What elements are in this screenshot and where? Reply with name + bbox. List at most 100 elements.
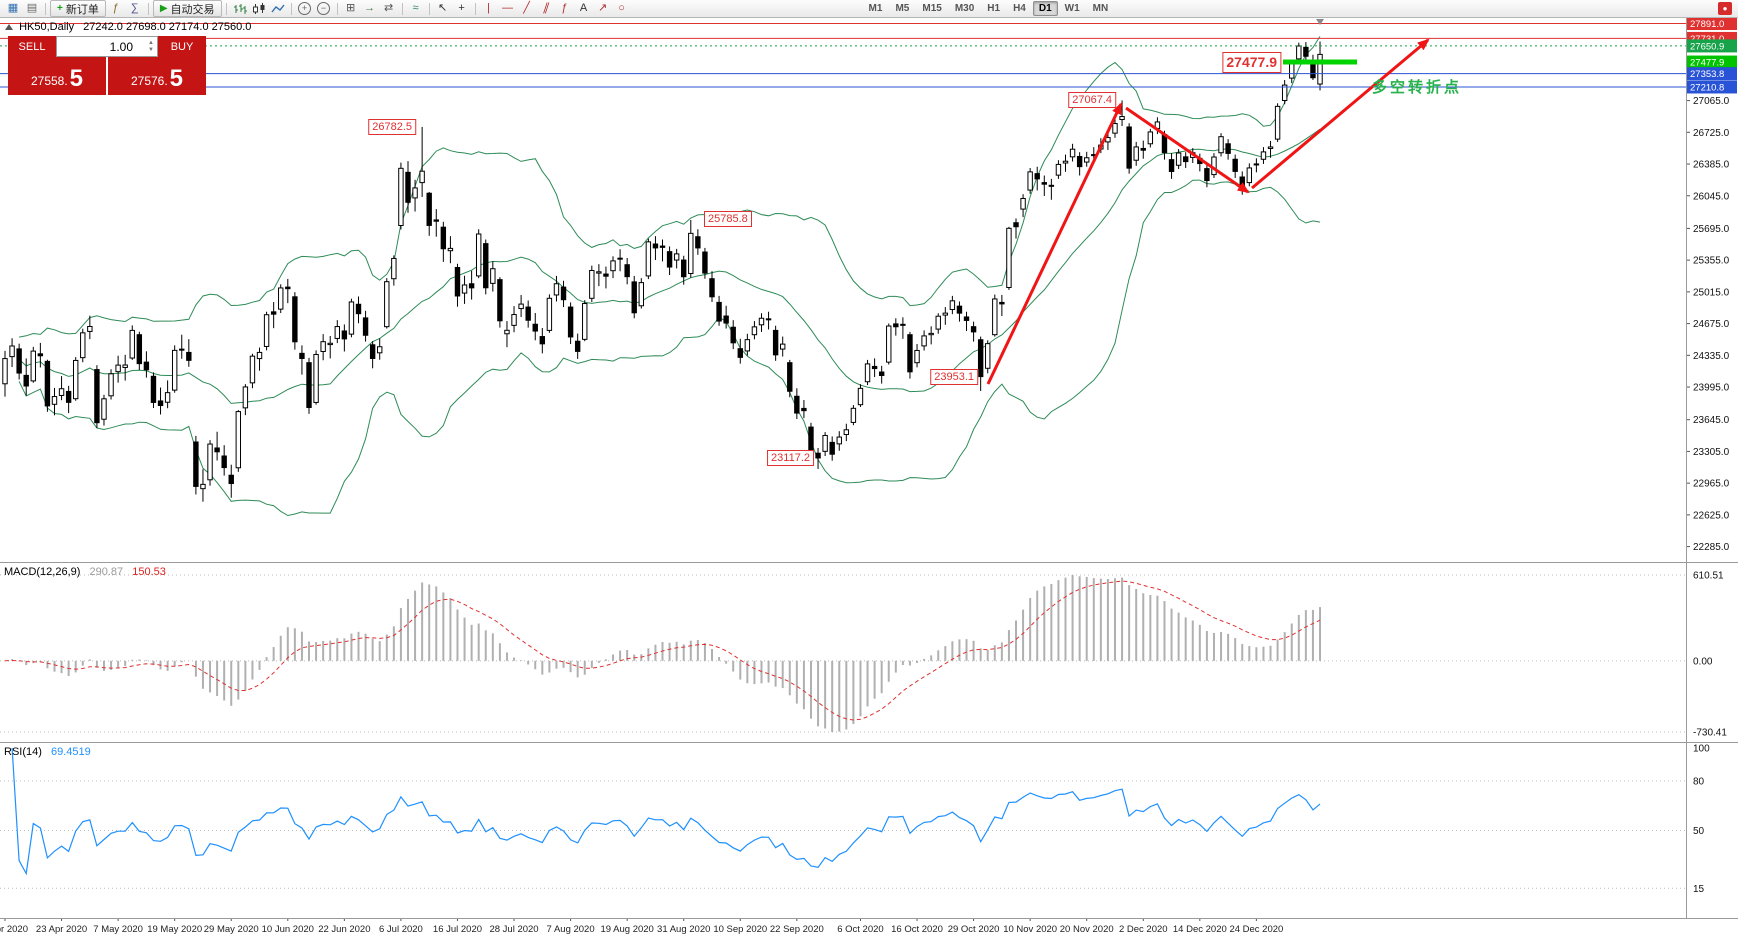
price-annotation[interactable]: 26782.5: [368, 119, 416, 135]
rsi-indicator-label: RSI(14): [4, 746, 42, 758]
macd-main-value: 290.87: [89, 566, 124, 578]
volume-up-button[interactable]: ▲: [148, 39, 154, 46]
volume-down-button[interactable]: ▼: [148, 46, 154, 53]
trend-arrows[interactable]: [986, 38, 1430, 385]
svg-text:50: 50: [1693, 826, 1705, 837]
svg-text:-730.41: -730.41: [1693, 728, 1727, 739]
volume-input[interactable]: [57, 39, 135, 54]
new-chart-icon[interactable]: ▦: [7, 2, 19, 14]
sell-button[interactable]: SELL: [8, 36, 56, 57]
svg-text:25015.0: 25015.0: [1693, 287, 1730, 298]
trend-arrow[interactable]: [986, 102, 1123, 385]
horizontal-level-lines[interactable]: [0, 23, 1686, 88]
svg-text:27650.9: 27650.9: [1690, 41, 1724, 52]
trendline-icon[interactable]: ╱: [523, 2, 530, 14]
svg-text:7 May 2020: 7 May 2020: [93, 924, 143, 935]
sell-price[interactable]: 27558. 5: [8, 57, 106, 95]
toolbar-separator: [225, 2, 227, 15]
ellipse-tool-icon[interactable]: ○: [618, 2, 625, 14]
timeframe-h1[interactable]: H1: [987, 3, 1001, 14]
price-axis: 27065.0 26725.0 26385.0 26045.0 25695.0 25355…: [1686, 17, 1737, 553]
profiles-icon[interactable]: ▤: [26, 2, 38, 14]
price-annotation[interactable]: 27067.4: [1068, 92, 1116, 108]
trend-arrow[interactable]: [1251, 38, 1430, 190]
toolbar-separator: [45, 2, 46, 15]
equidistant-channel-icon[interactable]: ∥: [541, 2, 551, 14]
svg-text:14 Dec 2020: 14 Dec 2020: [1173, 924, 1227, 935]
crosshair-icon[interactable]: +: [458, 2, 465, 14]
svg-text:0.00: 0.00: [1693, 656, 1713, 667]
buy-price[interactable]: 27576. 5: [108, 57, 206, 95]
svg-text:23305.0: 23305.0: [1693, 447, 1730, 458]
symbol-ohlc-values: 27242.0 27698.0 27174.0 27560.0: [83, 21, 252, 33]
svg-text:6 Oct 2020: 6 Oct 2020: [837, 924, 883, 935]
svg-text:100: 100: [1693, 744, 1710, 755]
annotation-note[interactable]: 多空转折点: [1372, 79, 1463, 96]
svg-text:19 Aug 2020: 19 Aug 2020: [600, 924, 653, 935]
line-chart-icon[interactable]: [269, 1, 287, 16]
svg-text:23645.0: 23645.0: [1693, 415, 1730, 426]
notifications-icon[interactable]: ●: [1718, 2, 1732, 15]
svg-text:10 Jun 2020: 10 Jun 2020: [262, 924, 314, 935]
zoom-in-icon[interactable]: +: [296, 1, 314, 16]
buy-button[interactable]: BUY: [158, 36, 206, 57]
timeframe-w1[interactable]: W1: [1064, 3, 1080, 14]
svg-text:22965.0: 22965.0: [1693, 479, 1730, 490]
price-annotation[interactable]: 23117.2: [767, 450, 814, 466]
timeframe-m1[interactable]: M1: [868, 3, 883, 14]
price-tag: [1687, 67, 1737, 81]
svg-text:20 Nov 2020: 20 Nov 2020: [1060, 924, 1114, 935]
timeframe-h4[interactable]: H4: [1013, 3, 1026, 14]
svg-text:7 Aug 2020: 7 Aug 2020: [547, 924, 595, 935]
trend-arrow[interactable]: [1125, 106, 1250, 194]
indicators-icon[interactable]: ≈: [412, 2, 419, 14]
svg-text:23 Apr 2020: 23 Apr 2020: [36, 924, 87, 935]
auto-scroll-icon[interactable]: →: [364, 2, 376, 14]
horizontal-line-icon[interactable]: —: [502, 2, 514, 14]
candlestick-chart-icon[interactable]: [250, 1, 268, 16]
vertical-line-icon[interactable]: |: [487, 2, 490, 14]
cursor-icon[interactable]: ↖: [437, 2, 448, 14]
price-annotation[interactable]: 25785.8: [704, 211, 752, 227]
timeframe-m30[interactable]: M30: [954, 3, 975, 14]
svg-text:22 Jun 2020: 22 Jun 2020: [318, 924, 370, 935]
svg-text:31 Aug 2020: 31 Aug 2020: [657, 924, 710, 935]
new-order-button[interactable]: + 新订单: [50, 0, 106, 17]
chart-shift-icon[interactable]: ⇄: [383, 2, 394, 14]
timeframe-mn[interactable]: MN: [1092, 3, 1109, 14]
scripts-icon[interactable]: ∑: [130, 2, 139, 14]
svg-text:10 Sep 2020: 10 Sep 2020: [713, 924, 767, 935]
toolbar-separator: [401, 2, 403, 15]
svg-text:26385.0: 26385.0: [1693, 160, 1730, 171]
svg-text:25355.0: 25355.0: [1693, 256, 1730, 267]
svg-text:610.51: 610.51: [1693, 571, 1724, 582]
svg-text:24335.0: 24335.0: [1693, 351, 1730, 362]
svg-text:27477.9: 27477.9: [1690, 58, 1724, 69]
fibonacci-icon[interactable]: ƒ: [561, 2, 568, 14]
svg-text:24 Dec 2020: 24 Dec 2020: [1229, 924, 1283, 935]
price-annotation[interactable]: 23953.1: [930, 369, 978, 385]
timeframe-m15[interactable]: M15: [922, 3, 942, 14]
autotrading-button[interactable]: ▶ 自动交易: [152, 0, 222, 17]
tile-windows-icon[interactable]: ⊞: [345, 2, 356, 14]
price-annotation[interactable]: 27477.9: [1222, 52, 1281, 73]
svg-text:80: 80: [1693, 777, 1705, 788]
arrow-tool-icon[interactable]: ↗: [597, 2, 608, 14]
macd-indicator-label: MACD(12,26,9): [4, 566, 81, 578]
svg-text:22285.0: 22285.0: [1693, 542, 1730, 553]
zoom-out-icon[interactable]: −: [315, 1, 333, 16]
svg-text:29 Oct 2020: 29 Oct 2020: [948, 924, 1000, 935]
svg-text:27210.8: 27210.8: [1690, 82, 1724, 93]
toolbar-separator: [474, 2, 476, 15]
expert-advisors-icon[interactable]: ƒ: [112, 2, 119, 14]
svg-text:22625.0: 22625.0: [1693, 510, 1730, 521]
text-label-icon[interactable]: A: [579, 2, 588, 14]
bar-chart-icon[interactable]: [231, 1, 249, 16]
svg-text:27065.0: 27065.0: [1693, 96, 1730, 107]
timeframe-m5[interactable]: M5: [895, 3, 910, 14]
timeframe-d1[interactable]: D1: [1032, 1, 1058, 16]
toolbar-separator: [147, 2, 149, 15]
rsi-panel: 100 80 50 15: [0, 744, 1710, 895]
